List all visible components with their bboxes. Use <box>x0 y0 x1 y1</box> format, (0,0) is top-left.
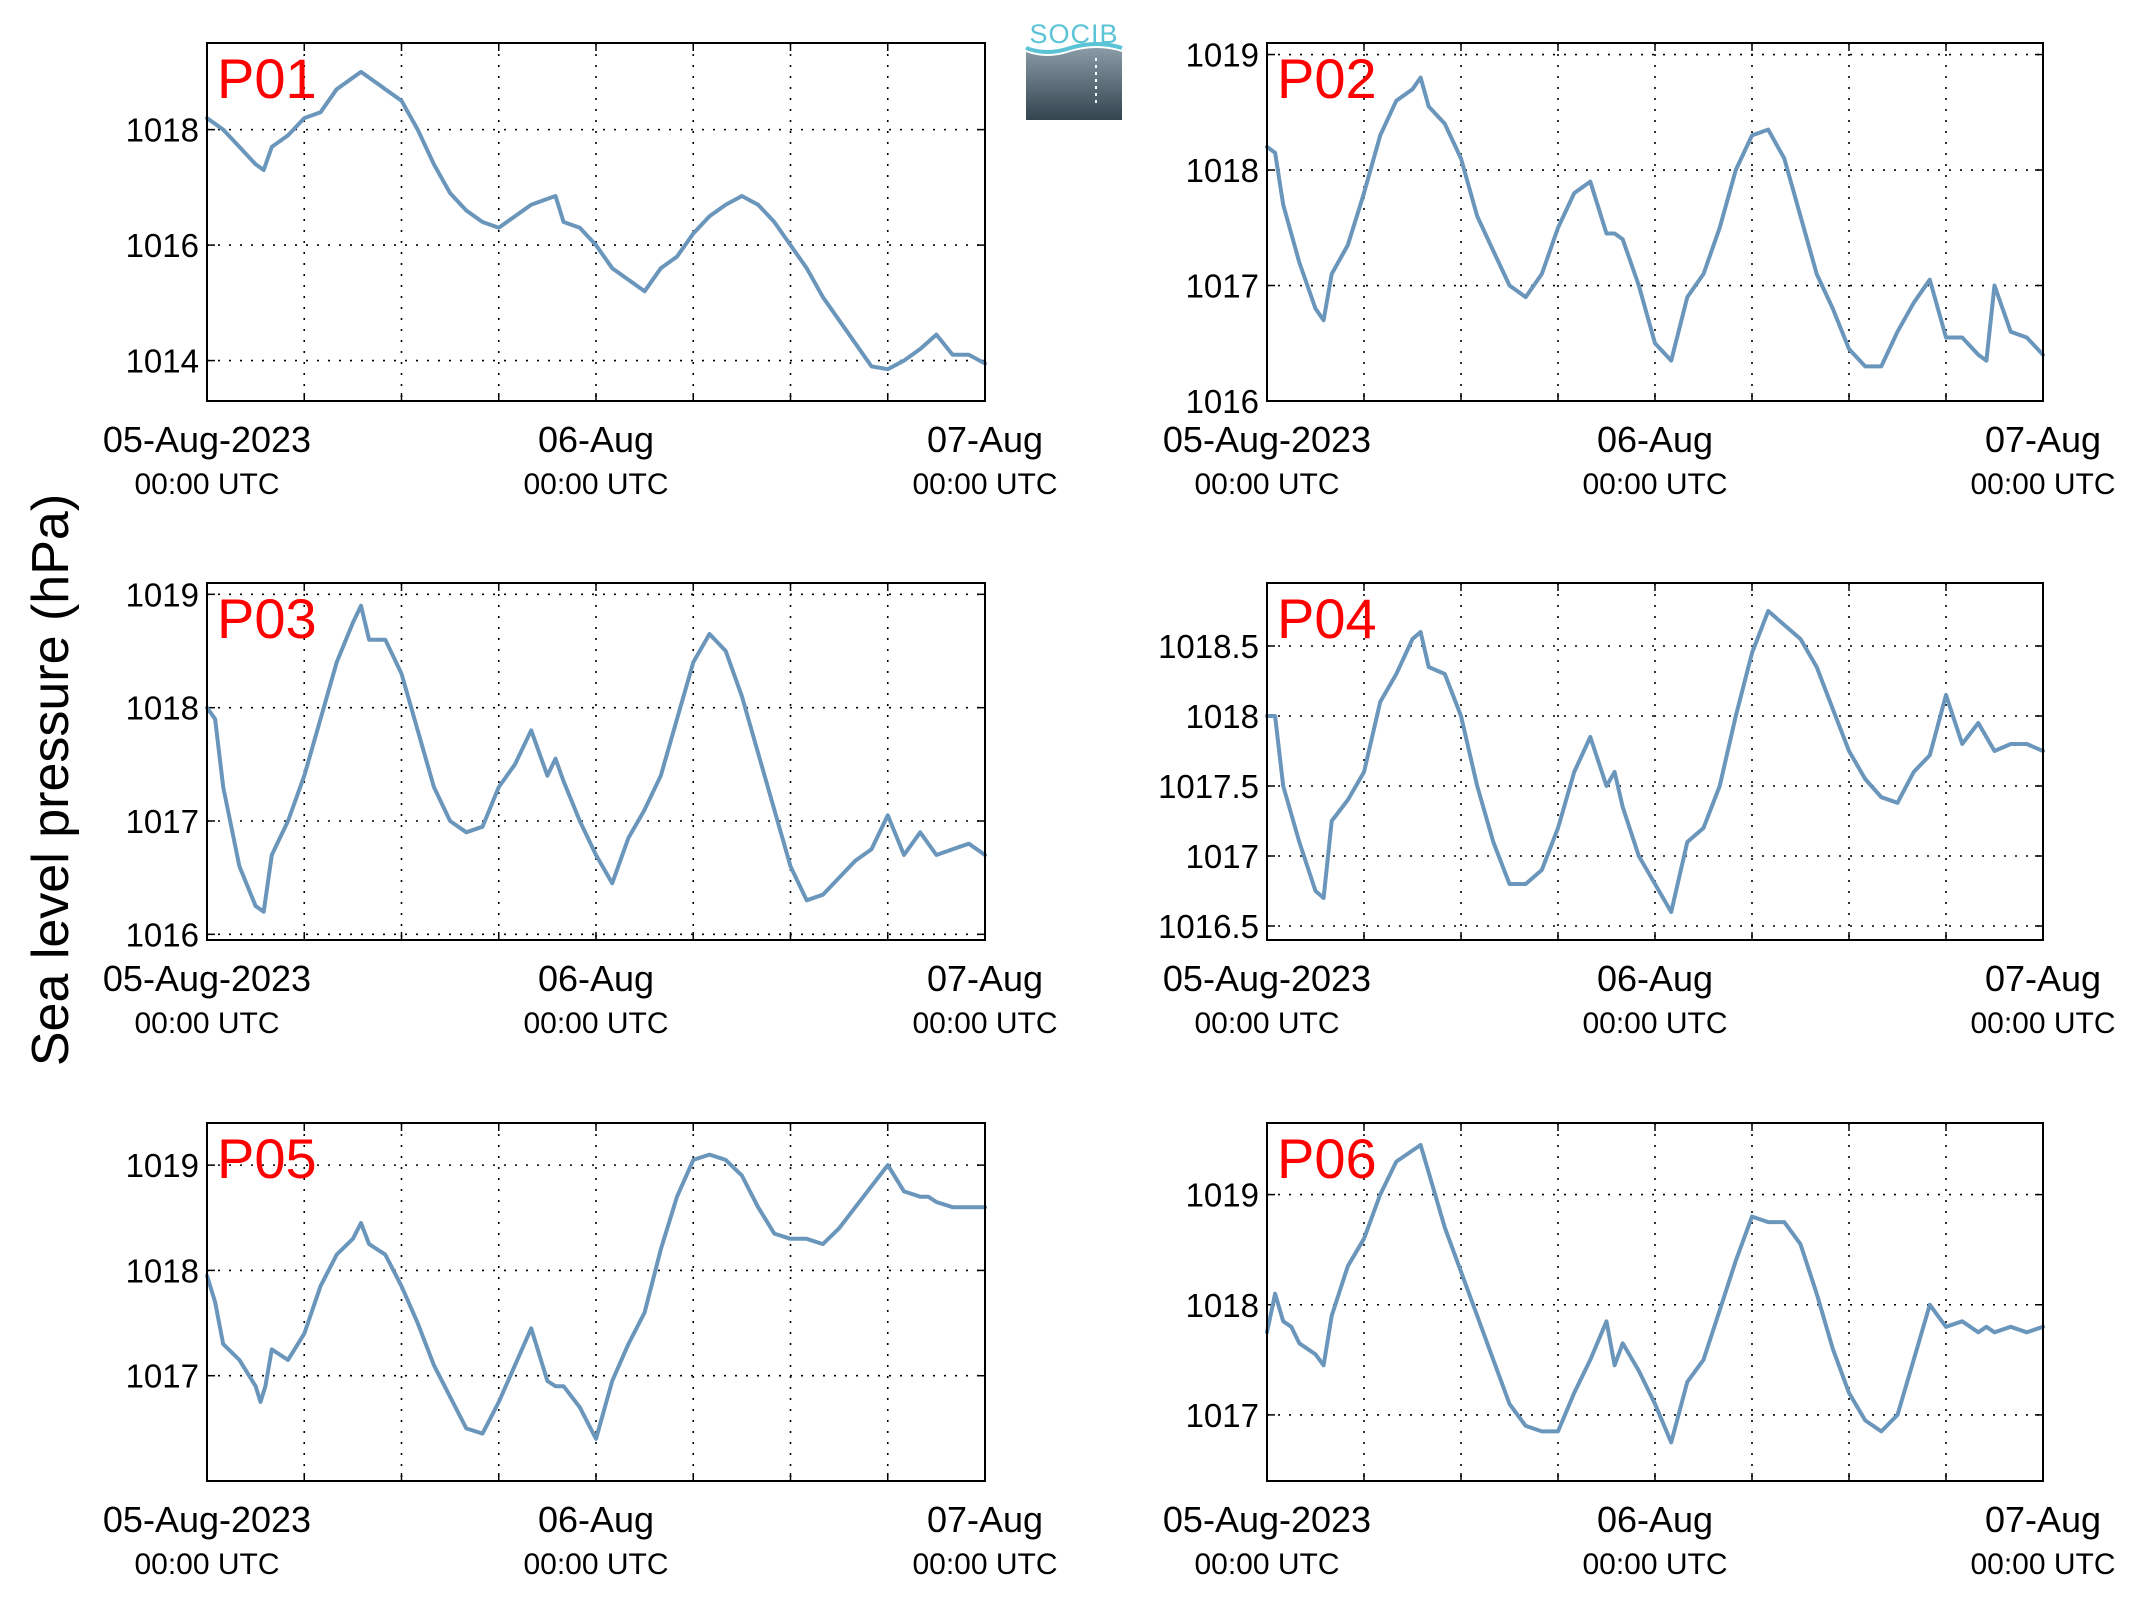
plot-area <box>1267 43 2043 401</box>
x-tick-date-label: 06-Aug <box>538 958 654 999</box>
panels: 1014 1016 1018 05-Aug-2023 00:00 UTC 06-Aug 00… <box>103 37 2116 1581</box>
y-tick-label: 1018 <box>126 690 199 727</box>
x-tick-date-label: 07-Aug <box>927 958 1043 999</box>
y-tick-label: 1017 <box>126 803 199 840</box>
x-tick-time-label: 00:00 UTC <box>1582 468 1727 501</box>
x-tick-time-label: 00:00 UTC <box>912 1007 1057 1040</box>
x-tick-date-label: 07-Aug <box>927 419 1043 460</box>
y-tick-label: 1016 <box>126 227 199 264</box>
y-tick-label: 1019 <box>1186 1177 1259 1214</box>
panel-title: P02 <box>1277 47 1377 110</box>
x-tick-date-label: 05-Aug-2023 <box>1163 419 1371 460</box>
y-tick-label: 1019 <box>1186 37 1259 74</box>
panel-p06: 1017 1018 1019 05-Aug-2023 00:00 UTC 06-Aug 00… <box>1163 1122 2116 1581</box>
y-tick-label: 1017 <box>1186 838 1259 875</box>
x-tick-time-label: 00:00 UTC <box>523 1007 668 1040</box>
plot-area <box>207 583 985 940</box>
series-line-p05 <box>205 1152 987 1441</box>
x-tick-time-label: 00:00 UTC <box>1194 468 1339 501</box>
x-tick-date-label: 06-Aug <box>1597 1499 1713 1540</box>
x-tick-date-label: 05-Aug-2023 <box>1163 1499 1371 1540</box>
panel-title: P01 <box>217 47 317 110</box>
y-tick-label: 1014 <box>126 343 199 380</box>
x-tick-date-label: 05-Aug-2023 <box>1163 958 1371 999</box>
plot-frame <box>1266 42 2044 402</box>
y-tick-label: 1017 <box>126 1358 199 1395</box>
y-tick-label: 1018 <box>1186 152 1259 189</box>
x-tick-time-label: 00:00 UTC <box>1970 1007 2115 1040</box>
x-tick-time-label: 00:00 UTC <box>912 468 1057 501</box>
plot-area <box>207 1123 985 1481</box>
x-tick-time-label: 00:00 UTC <box>912 1548 1057 1581</box>
y-tick-label: 1019 <box>126 1147 199 1184</box>
x-tick-time-label: 00:00 UTC <box>134 468 279 501</box>
y-tick-label: 1017 <box>1186 268 1259 305</box>
logo-text: SOCIB <box>1029 19 1118 49</box>
panel-p02: 1016 1017 1018 1019 05-Aug-2023 00:00 UTC 06-A… <box>1163 37 2116 501</box>
x-tick-date-label: 05-Aug-2023 <box>103 419 311 460</box>
plot-frame <box>1266 1122 2044 1482</box>
plot-frame <box>206 582 986 941</box>
panel-title: P04 <box>1277 587 1377 650</box>
plot-area <box>1267 1123 2043 1481</box>
panel-p01: 1014 1016 1018 05-Aug-2023 00:00 UTC 06-Aug 00… <box>103 42 1058 501</box>
y-axis-label: Sea level pressure (hPa) <box>22 494 80 1066</box>
x-tick-date-label: 05-Aug-2023 <box>103 958 311 999</box>
panel-title: P06 <box>1277 1127 1377 1190</box>
panel-title: P05 <box>217 1127 317 1190</box>
x-tick-time-label: 00:00 UTC <box>1970 468 2115 501</box>
y-tick-label: 1018 <box>126 1252 199 1289</box>
y-tick-label: 1018.5 <box>1158 628 1259 665</box>
series-line-p06 <box>1265 1143 2045 1445</box>
x-tick-date-label: 07-Aug <box>1985 419 2101 460</box>
series-line-p03 <box>205 603 987 914</box>
x-tick-date-label: 06-Aug <box>1597 419 1713 460</box>
y-tick-label: 1019 <box>126 576 199 613</box>
y-tick-label: 1016 <box>126 916 199 953</box>
y-tick-label: 1016 <box>1186 383 1259 420</box>
panel-p04: 1016.5 1017 1017.5 1018 1018.5 05-Aug-2023 00:… <box>1158 582 2116 1040</box>
y-tick-label: 1017 <box>1186 1397 1259 1434</box>
plot-frame <box>206 42 986 402</box>
x-tick-time-label: 00:00 UTC <box>134 1548 279 1581</box>
x-tick-time-label: 00:00 UTC <box>1194 1548 1339 1581</box>
x-tick-time-label: 00:00 UTC <box>1582 1548 1727 1581</box>
plot-area <box>207 43 985 401</box>
x-tick-time-label: 00:00 UTC <box>523 468 668 501</box>
x-tick-date-label: 06-Aug <box>538 1499 654 1540</box>
x-tick-date-label: 07-Aug <box>927 1499 1043 1540</box>
series-line-p02 <box>1265 75 2045 369</box>
x-tick-date-label: 05-Aug-2023 <box>103 1499 311 1540</box>
y-tick-label: 1018 <box>1186 1287 1259 1324</box>
y-tick-label: 1018 <box>1186 698 1259 735</box>
x-tick-date-label: 07-Aug <box>1985 958 2101 999</box>
socib-logo: SOCIB <box>1025 19 1123 120</box>
x-tick-time-label: 00:00 UTC <box>1194 1007 1339 1040</box>
x-tick-time-label: 00:00 UTC <box>134 1007 279 1040</box>
y-tick-label: 1017.5 <box>1158 768 1259 805</box>
y-tick-label: 1016.5 <box>1158 908 1259 945</box>
x-tick-time-label: 00:00 UTC <box>523 1548 668 1581</box>
x-tick-time-label: 00:00 UTC <box>1582 1007 1727 1040</box>
series-line-p04 <box>1265 609 2045 914</box>
y-tick-label: 1018 <box>126 112 199 149</box>
x-tick-time-label: 00:00 UTC <box>1970 1548 2115 1581</box>
series-line-p01 <box>205 69 987 372</box>
panel-p05: 1017 1018 1019 05-Aug-2023 00:00 UTC 06-Aug 00… <box>103 1122 1058 1581</box>
panel-p03: 1016 1017 1018 1019 05-Aug-2023 00:00 UTC 06-A… <box>103 576 1058 1040</box>
plot-frame <box>1266 582 2044 941</box>
panel-title: P03 <box>217 587 317 650</box>
x-tick-date-label: 07-Aug <box>1985 1499 2101 1540</box>
x-tick-date-label: 06-Aug <box>1597 958 1713 999</box>
plot-frame <box>206 1122 986 1482</box>
x-tick-date-label: 06-Aug <box>538 419 654 460</box>
